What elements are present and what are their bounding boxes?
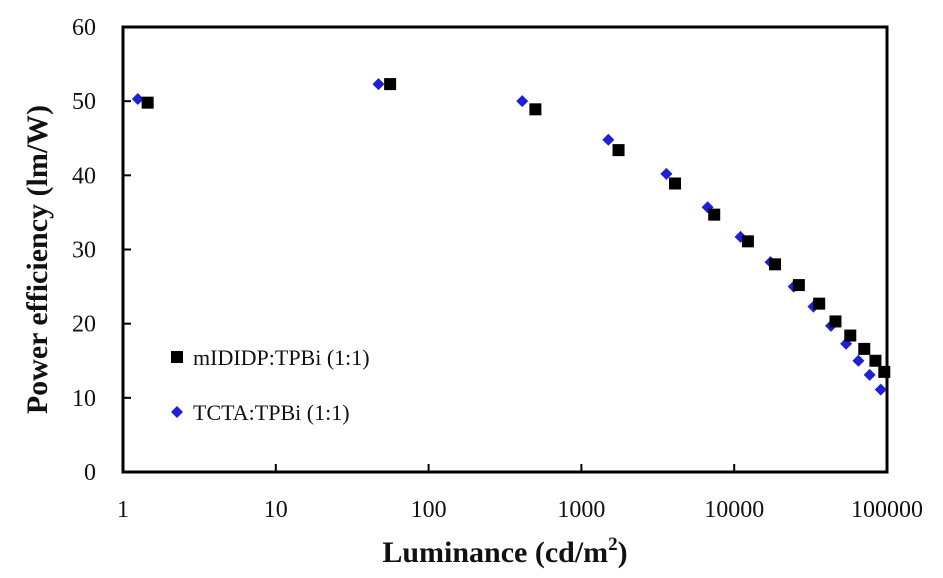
axis-ticks: 1 10 100 1000 10000 100000 0 10 20 30 40 50 60 [72,15,923,523]
data-point [708,208,721,221]
data-point [844,329,857,342]
data-point [869,354,882,367]
x-tick-label: 100 [411,497,447,523]
data-point [141,96,154,109]
legend-marker [171,406,183,418]
data-point [131,92,144,105]
y-tick-label: 30 [72,238,96,264]
x-tick-label: 100000 [851,497,923,523]
series-squares [141,78,891,378]
y-tick-label: 0 [84,460,96,486]
data-point [612,144,625,157]
legend-label: TCTA:TPBi (1:1) [193,400,350,425]
data-point [858,342,871,355]
legend: mIDIDP:TPBi (1:1) TCTA:TPBi (1:1) [171,345,370,425]
data-point [669,177,682,190]
data-point [741,235,754,248]
data-point [813,297,826,310]
data-point [792,279,805,292]
x-tick-label: 10000 [704,497,764,523]
data-point [769,258,782,271]
data-points [131,78,891,396]
x-axis-title: Luminance (cd/m2) [382,534,627,569]
data-point [660,167,673,180]
data-point [529,103,542,116]
data-point [372,78,385,91]
y-axis-title: Power efficiency (lm/W) [21,105,54,414]
data-point [874,383,887,396]
data-point [878,365,891,378]
data-point [384,78,397,91]
data-point [602,133,615,146]
data-point [852,354,865,367]
y-tick-label: 40 [72,163,96,189]
data-point [863,368,876,381]
x-tick-label: 10 [264,497,288,523]
y-tick-label: 20 [72,312,96,338]
legend-label: mIDIDP:TPBi (1:1) [193,345,370,370]
x-tick-label: 1 [117,497,129,523]
data-point [829,315,842,328]
legend-marker [171,351,183,363]
y-tick-label: 50 [72,89,96,115]
data-point [516,95,529,108]
y-tick-label: 10 [72,386,96,412]
y-tick-label: 60 [72,15,96,41]
x-tick-label: 1000 [557,497,605,523]
